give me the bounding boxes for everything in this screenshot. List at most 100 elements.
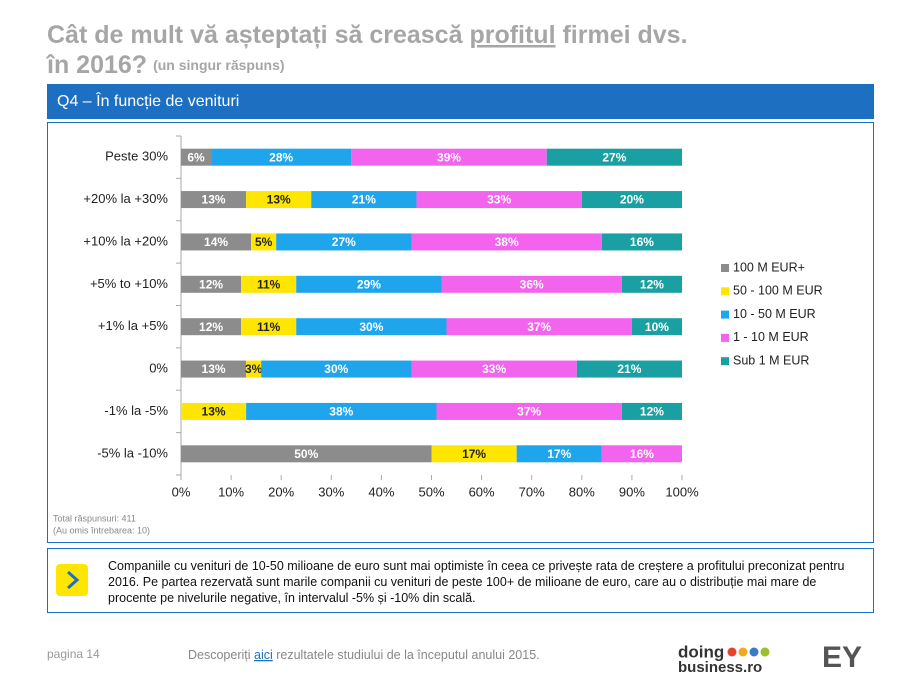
note: (Au omis întrebarea: 10) xyxy=(53,525,150,535)
data-label: 50% xyxy=(294,447,318,461)
bar-segment xyxy=(181,360,247,378)
data-label: 29% xyxy=(357,277,381,291)
bar-segment xyxy=(441,275,622,293)
bar-segment xyxy=(446,318,632,336)
data-label: 27% xyxy=(602,150,626,164)
bar-segment xyxy=(181,275,242,293)
data-label: 14% xyxy=(204,235,228,249)
data-label: 3% xyxy=(245,362,263,376)
data-label: 13% xyxy=(202,193,226,207)
data-label: 27% xyxy=(332,235,356,249)
x-tick-label: 90% xyxy=(619,484,645,499)
bar-segment xyxy=(276,233,412,251)
bar-segment xyxy=(311,191,417,209)
bar-segment xyxy=(241,318,297,336)
data-label: 12% xyxy=(199,320,223,334)
x-tick-label: 30% xyxy=(318,484,344,499)
data-label: 28% xyxy=(269,150,293,164)
legend-label: 50 - 100 M EUR xyxy=(733,284,823,298)
footer-link[interactable]: aici xyxy=(254,648,273,662)
title-part: firmei dvs. xyxy=(556,21,688,49)
y-tick-label: -5% la -10% xyxy=(97,445,168,460)
title: Cât de mult vă așteptați să crească prof… xyxy=(47,21,688,49)
x-tick-label: 100% xyxy=(665,484,699,499)
title-note: (un singur răspuns) xyxy=(153,57,284,73)
data-label: 13% xyxy=(202,405,226,419)
logo-dot xyxy=(738,647,748,657)
bar-segment xyxy=(246,191,312,209)
legend-label: 10 - 50 M EUR xyxy=(733,307,816,321)
bar-segment xyxy=(631,318,682,336)
data-label: 10% xyxy=(645,320,669,334)
data-label: 16% xyxy=(630,447,654,461)
logo-ey: EY xyxy=(822,641,862,674)
data-label: 11% xyxy=(257,320,281,334)
data-label: 37% xyxy=(527,320,551,334)
legend-swatch xyxy=(721,310,729,319)
insight-icon xyxy=(56,564,88,596)
data-label: 21% xyxy=(352,193,376,207)
title-line2: în 2016? (un singur răspuns) xyxy=(45,51,285,79)
legend-swatch xyxy=(721,287,729,296)
bar-segment xyxy=(181,445,432,463)
x-tick-label: 60% xyxy=(469,484,495,499)
bar-segment xyxy=(621,402,682,420)
data-label: 30% xyxy=(324,362,348,376)
bar-segment xyxy=(181,191,247,209)
data-label: 5% xyxy=(255,235,273,249)
logo-dot xyxy=(749,647,759,657)
data-label: 12% xyxy=(640,277,664,291)
data-label: 38% xyxy=(329,405,353,419)
x-tick-label: 20% xyxy=(268,484,294,499)
bar-segment xyxy=(546,148,682,166)
data-label: 17% xyxy=(462,447,486,461)
y-tick-label: Peste 30% xyxy=(105,149,168,164)
legend-label: 100 M EUR+ xyxy=(733,260,805,274)
footer-part: rezultatele studiului de la începutul an… xyxy=(273,648,540,662)
legend-swatch xyxy=(721,264,729,272)
bar-segment xyxy=(431,445,517,463)
insight-arrow xyxy=(67,570,80,590)
footer-part: Descoperiți xyxy=(188,648,254,662)
x-tick-label: 70% xyxy=(519,484,545,499)
data-label: 17% xyxy=(547,447,571,461)
bar-segment xyxy=(181,402,247,420)
insight-text: Companiile cu venituri de 10-50 milioane… xyxy=(108,559,845,605)
logo: business.ro xyxy=(678,659,762,676)
title-part: în 2016? xyxy=(45,51,147,79)
banner xyxy=(47,84,874,119)
bar-segment xyxy=(246,360,262,378)
x-tick-label: 10% xyxy=(218,484,244,499)
logo: doing xyxy=(678,642,724,661)
data-label: 20% xyxy=(620,193,644,207)
chart-frame xyxy=(47,122,874,543)
x-tick-label: 80% xyxy=(569,484,595,499)
x-tick-label: 40% xyxy=(368,484,394,499)
x-tick-label: 50% xyxy=(418,484,444,499)
banner-text: Q4 – În funcție de venituri xyxy=(57,91,239,110)
data-label: 12% xyxy=(640,405,664,419)
title-part: Cât de mult vă așteptați să crească xyxy=(47,21,469,49)
note: Total răspunsuri: 411 xyxy=(53,513,136,523)
data-label: 38% xyxy=(495,235,519,249)
bar-segment xyxy=(416,191,582,209)
data-label: 13% xyxy=(267,193,291,207)
x-tick-label: 0% xyxy=(172,484,191,499)
data-label: 12% xyxy=(199,277,223,291)
bar-segment xyxy=(241,275,297,293)
bar-segment xyxy=(351,148,547,166)
data-label: 13% xyxy=(202,362,226,376)
bar-segment xyxy=(436,402,622,420)
bar-segment xyxy=(411,233,602,251)
bar-segment xyxy=(181,148,212,166)
data-label: 11% xyxy=(257,277,281,291)
data-label: 16% xyxy=(630,235,654,249)
data-label: 6% xyxy=(187,150,205,164)
data-label: 21% xyxy=(617,362,641,376)
bar-segment xyxy=(246,402,437,420)
title-part: profitul xyxy=(469,21,555,49)
bar-segment xyxy=(261,360,412,378)
bar-segment xyxy=(211,148,352,166)
y-tick-label: +10% la +20% xyxy=(83,233,168,248)
